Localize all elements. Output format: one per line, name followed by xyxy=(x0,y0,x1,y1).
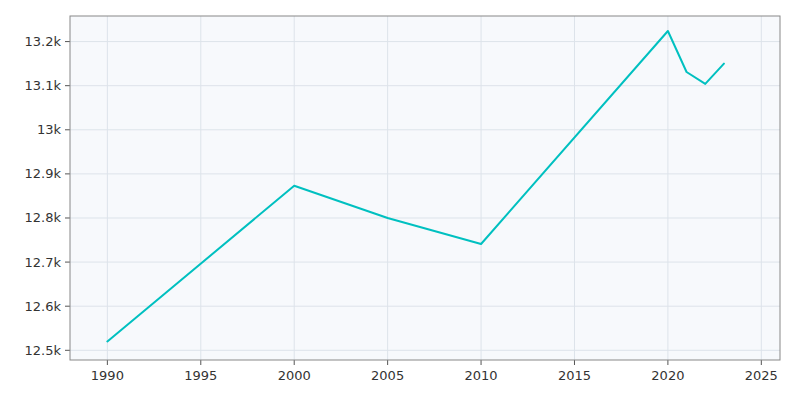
x-tick xyxy=(761,360,762,365)
y-tick xyxy=(65,173,70,174)
y-tick xyxy=(65,217,70,218)
population-line xyxy=(107,31,724,341)
x-tick-label: 2005 xyxy=(371,368,404,383)
y-tick-label: 12.8k xyxy=(25,210,62,225)
plot-background xyxy=(70,16,780,360)
x-tick xyxy=(294,360,295,365)
y-grid-line xyxy=(70,129,780,130)
x-tick xyxy=(200,360,201,365)
y-grid-line xyxy=(70,350,780,351)
x-tick-label: 2015 xyxy=(558,368,591,383)
y-grid-line xyxy=(70,217,780,218)
y-tick-label: 12.7k xyxy=(25,255,62,270)
y-tick-label: 12.5k xyxy=(25,343,62,358)
y-grid-line xyxy=(70,262,780,263)
y-grid-line xyxy=(70,173,780,174)
x-tick-label: 1990 xyxy=(91,368,124,383)
y-tick-label: 12.6k xyxy=(25,299,62,314)
x-tick xyxy=(387,360,388,365)
x-grid-line xyxy=(761,16,762,360)
x-grid-line xyxy=(107,16,108,360)
x-grid-line xyxy=(200,16,201,360)
y-tick xyxy=(65,306,70,307)
x-tick-label: 2000 xyxy=(278,368,311,383)
series xyxy=(107,31,724,341)
y-tick-label: 13.2k xyxy=(25,34,62,49)
y-tick xyxy=(65,85,70,86)
y-tick-label: 13k xyxy=(37,122,62,137)
y-tick-label: 12.9k xyxy=(25,166,62,181)
plot-frame xyxy=(70,16,780,360)
chart: 1990 1995 2000 2005 2010 2015 2020 2025 12.5k 12.… xyxy=(0,0,800,400)
y-tick-label: 13.1k xyxy=(25,78,62,93)
x-grid-line xyxy=(387,16,388,360)
x-grid-line xyxy=(574,16,575,360)
x-grid-line xyxy=(481,16,482,360)
x-tick xyxy=(574,360,575,365)
axes: 1990 1995 2000 2005 2010 2015 2020 2025 12.5k 12.… xyxy=(25,16,780,383)
x-tick-label: 2020 xyxy=(651,368,684,383)
y-grid-line xyxy=(70,306,780,307)
x-grid-line xyxy=(667,16,668,360)
x-tick xyxy=(667,360,668,365)
x-tick-label: 2010 xyxy=(465,368,498,383)
x-grid-line xyxy=(294,16,295,360)
grid xyxy=(70,16,780,360)
x-tick xyxy=(481,360,482,365)
x-tick-label: 1995 xyxy=(184,368,217,383)
y-tick xyxy=(65,262,70,263)
y-grid-line xyxy=(70,85,780,86)
x-tick xyxy=(107,360,108,365)
y-tick xyxy=(65,129,70,130)
x-tick-label: 2025 xyxy=(745,368,778,383)
y-tick xyxy=(65,41,70,42)
y-tick xyxy=(65,350,70,351)
